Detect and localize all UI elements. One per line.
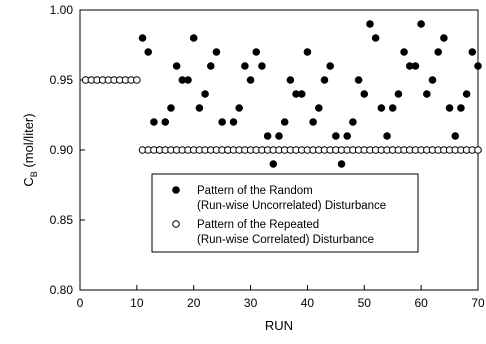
data-point-repeated — [133, 76, 141, 84]
data-point-repeated — [474, 146, 482, 154]
y-axis-title-main: C — [21, 177, 36, 186]
data-point-random — [235, 104, 243, 112]
data-point-random — [258, 62, 266, 70]
data-point-random — [411, 62, 420, 70]
y-tick-label: 0.80 — [50, 283, 74, 297]
data-point-random — [349, 118, 357, 126]
data-point-random — [206, 62, 215, 70]
x-axis-ticks: 0 10 20 30 40 50 60 70 — [77, 285, 485, 310]
data-point-random — [252, 48, 261, 56]
data-point-random — [286, 76, 295, 84]
x-tick-label: 50 — [358, 296, 372, 310]
legend-label-repeated-line1: Pattern of the Repeated — [197, 219, 319, 231]
y-axis-title-subscript: B — [29, 171, 39, 177]
data-point-random — [315, 104, 323, 112]
data-point-random — [229, 118, 238, 126]
x-tick-label: 30 — [244, 296, 258, 310]
data-point-random — [297, 90, 306, 98]
legend-label-random-line2: (Run-wise Uncorrelated) Disturbance — [197, 200, 386, 212]
y-axis-title-unit: (mol/liter) — [21, 113, 36, 171]
data-point-random — [189, 34, 198, 42]
data-point-random — [326, 62, 334, 70]
data-point-random — [417, 20, 425, 28]
data-point-random — [468, 48, 477, 56]
data-point-random — [195, 104, 204, 112]
data-point-random — [457, 104, 465, 112]
data-point-random — [462, 90, 471, 98]
y-tick-label: 0.85 — [50, 213, 74, 227]
data-point-random — [428, 76, 437, 84]
data-point-random — [320, 76, 329, 84]
data-point-random — [212, 48, 221, 56]
y-tick-label: 0.90 — [50, 143, 74, 157]
y-axis-title: CB (mol/liter) — [21, 113, 39, 186]
data-point-random — [138, 34, 147, 42]
y-tick-label: 0.95 — [50, 73, 74, 87]
x-tick-label: 60 — [414, 296, 428, 310]
data-point-random — [303, 48, 312, 56]
data-point-random — [167, 104, 175, 112]
data-point-random — [377, 104, 386, 112]
data-point-random — [150, 118, 158, 126]
x-tick-label: 40 — [301, 296, 315, 310]
data-point-random — [263, 132, 272, 140]
legend-label-repeated-line2: (Run-wise Correlated) Disturbance — [197, 234, 374, 246]
data-point-random — [400, 48, 408, 56]
legend-label-random-line1: Pattern of the Random — [197, 185, 313, 197]
data-point-random — [275, 132, 283, 140]
legend-marker-random — [172, 186, 180, 194]
data-point-random — [144, 48, 153, 56]
data-point-random — [337, 160, 346, 168]
y-axis-ticks: 0.80 0.85 0.90 0.95 1.00 — [50, 3, 85, 297]
data-point-random — [172, 62, 181, 70]
data-point-random — [201, 90, 209, 98]
data-point-random — [451, 132, 460, 140]
data-point-random — [388, 104, 397, 112]
data-point-random — [218, 118, 226, 126]
data-point-random — [394, 90, 403, 98]
x-tick-label: 10 — [130, 296, 144, 310]
data-point-random — [434, 48, 443, 56]
legend-marker-repeated — [172, 220, 180, 228]
data-point-random — [445, 104, 454, 112]
data-point-random — [184, 76, 192, 84]
data-point-random — [343, 132, 352, 140]
x-axis-title: RUN — [265, 318, 293, 333]
data-point-random — [360, 90, 369, 98]
data-point-random — [246, 76, 255, 84]
legend-box — [151, 173, 419, 253]
series-random — [138, 20, 482, 168]
data-point-random — [280, 118, 289, 126]
data-point-random — [423, 90, 431, 98]
series-repeated — [81, 76, 482, 154]
data-point-random — [440, 34, 448, 42]
data-point-random — [309, 118, 317, 126]
x-tick-label: 0 — [77, 296, 84, 310]
x-tick-label: 70 — [471, 296, 485, 310]
x-tick-label: 20 — [187, 296, 201, 310]
data-point-random — [371, 34, 380, 42]
data-point-random — [383, 132, 391, 140]
data-point-random — [474, 62, 482, 70]
data-point-random — [366, 20, 374, 28]
legend: Pattern of the Random (Run-wise Uncorrel… — [151, 173, 419, 253]
data-point-random — [354, 76, 363, 84]
data-point-random — [241, 62, 249, 70]
data-point-random — [332, 132, 340, 140]
series-layer — [81, 20, 482, 168]
y-tick-label: 1.00 — [50, 3, 74, 17]
data-point-random — [269, 160, 278, 168]
data-point-random — [161, 118, 170, 126]
